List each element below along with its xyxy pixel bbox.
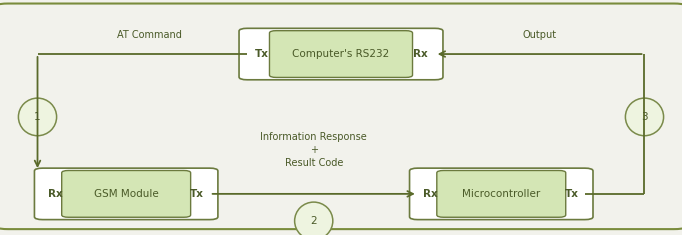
Text: Computer's RS232: Computer's RS232 bbox=[293, 49, 389, 59]
Text: AT Command: AT Command bbox=[117, 30, 181, 40]
FancyBboxPatch shape bbox=[269, 31, 413, 78]
Ellipse shape bbox=[295, 202, 333, 235]
Text: Microcontroller: Microcontroller bbox=[462, 189, 540, 199]
Ellipse shape bbox=[18, 98, 57, 136]
Text: Rx: Rx bbox=[48, 189, 63, 199]
Text: Information Response
+
Result Code: Information Response + Result Code bbox=[261, 132, 367, 168]
FancyBboxPatch shape bbox=[0, 4, 682, 229]
Text: Tx: Tx bbox=[190, 189, 204, 199]
FancyBboxPatch shape bbox=[61, 171, 191, 217]
Text: 3: 3 bbox=[641, 112, 648, 122]
Text: Output: Output bbox=[522, 30, 557, 40]
Text: Tx: Tx bbox=[565, 189, 579, 199]
FancyBboxPatch shape bbox=[436, 171, 566, 217]
Text: Rx: Rx bbox=[413, 49, 428, 59]
Text: GSM Module: GSM Module bbox=[94, 189, 158, 199]
FancyBboxPatch shape bbox=[239, 28, 443, 80]
FancyBboxPatch shape bbox=[409, 168, 593, 219]
Text: Tx: Tx bbox=[255, 49, 269, 59]
Ellipse shape bbox=[625, 98, 664, 136]
Text: 2: 2 bbox=[310, 216, 317, 226]
FancyBboxPatch shape bbox=[34, 168, 218, 219]
Text: Rx: Rx bbox=[424, 189, 438, 199]
Text: 1: 1 bbox=[34, 112, 41, 122]
